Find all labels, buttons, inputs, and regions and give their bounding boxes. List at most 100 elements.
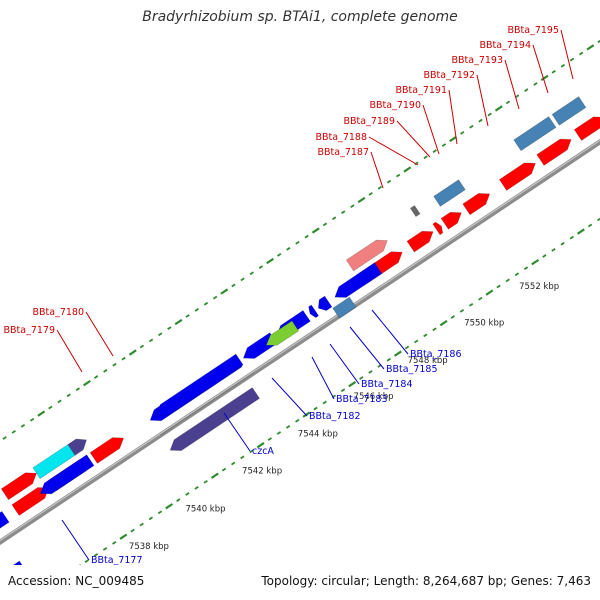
tick-mark-inner bbox=[340, 388, 346, 393]
tick-mark-inner bbox=[414, 339, 419, 344]
tick-mark-outer bbox=[368, 192, 373, 196]
tick-mark-outer bbox=[403, 166, 412, 173]
tick-mark-outer bbox=[469, 124, 474, 129]
tick-mark-inner bbox=[322, 400, 327, 405]
tick-mark-inner bbox=[468, 302, 474, 307]
tick-mark-outer bbox=[311, 227, 320, 234]
tick-mark-inner bbox=[295, 418, 300, 423]
tick-mark-outer bbox=[258, 265, 264, 269]
tick-mark-outer bbox=[449, 135, 458, 143]
tick-mark-inner bbox=[450, 315, 455, 319]
tick-mark-outer bbox=[586, 44, 595, 51]
leader-line bbox=[56, 329, 83, 373]
tick-mark-outer bbox=[139, 344, 145, 349]
tick-mark-inner bbox=[359, 376, 364, 380]
tick-mark-inner bbox=[597, 217, 600, 222]
scale-label: 7546 kbp bbox=[354, 392, 394, 402]
leader-line bbox=[370, 151, 384, 189]
genome-summary: Topology: circular; Length: 8,264,687 bp… bbox=[261, 574, 591, 588]
gene-bbta-7189-arrow bbox=[409, 205, 421, 218]
tick-mark-outer bbox=[212, 295, 218, 300]
tick-mark-inner bbox=[112, 540, 117, 545]
tick-mark-inner bbox=[485, 289, 494, 296]
reverse-gene-arrow bbox=[12, 560, 23, 565]
tick-mark-inner bbox=[157, 510, 163, 515]
leader-line bbox=[85, 311, 114, 357]
tick-mark-inner bbox=[194, 486, 199, 490]
forward-gene-arrow bbox=[0, 472, 37, 501]
tick-mark-inner bbox=[119, 533, 128, 540]
forward-gene-label: BBta_7193 bbox=[451, 55, 503, 66]
reverse-gene-label: BBta_7182 bbox=[309, 411, 361, 422]
scale-label: 7542 kbp bbox=[242, 467, 282, 477]
forward-gene-label: BBta_7195 bbox=[507, 25, 559, 36]
tick-mark-inner bbox=[93, 553, 99, 557]
reverse-gene-label: BBta_7177 bbox=[91, 555, 143, 566]
tick-mark-inner bbox=[139, 522, 144, 527]
tick-mark-outer bbox=[460, 130, 465, 135]
tick-mark-outer bbox=[487, 112, 492, 117]
reverse-gene-arrow bbox=[39, 454, 95, 495]
reverse-gene-arrow bbox=[334, 262, 383, 298]
tick-mark-outer bbox=[533, 82, 538, 86]
leader-line bbox=[329, 343, 360, 385]
leader-line bbox=[61, 519, 90, 561]
tick-mark-outer bbox=[194, 307, 199, 312]
tick-mark-outer bbox=[167, 326, 172, 331]
tick-mark-inner bbox=[313, 406, 318, 411]
genome-backbone bbox=[0, 138, 600, 546]
tick-mark-inner bbox=[39, 591, 42, 593]
tick-mark-inner bbox=[249, 449, 254, 454]
tick-mark-inner bbox=[514, 272, 520, 277]
gene-bbta-7194-arrow bbox=[513, 116, 557, 152]
tick-mark-outer bbox=[569, 57, 575, 62]
tick-mark-outer bbox=[540, 74, 549, 82]
tick-mark-outer bbox=[220, 288, 229, 295]
forward-gene-arrow bbox=[432, 221, 444, 236]
gene-bbta-7195-arrow bbox=[551, 96, 587, 126]
leader-line bbox=[368, 136, 419, 166]
tick-mark-outer bbox=[350, 204, 355, 208]
tick-mark-outer bbox=[103, 369, 108, 373]
forward-gene-arrow bbox=[462, 193, 491, 216]
forward-gene-arrow bbox=[573, 116, 600, 141]
tick-mark-outer bbox=[295, 240, 300, 245]
tick-mark-inner bbox=[285, 425, 291, 429]
tick-mark-outer bbox=[286, 246, 291, 251]
tick-mark-outer bbox=[386, 179, 392, 184]
gene-bbta-7187-arrow bbox=[345, 239, 388, 272]
tick-mark-inner bbox=[496, 284, 501, 289]
tick-mark-outer bbox=[505, 100, 511, 105]
tick-mark-inner bbox=[576, 228, 585, 235]
tick-mark-inner bbox=[203, 479, 208, 484]
forward-gene-arrow bbox=[498, 162, 536, 191]
tick-mark-outer bbox=[249, 271, 254, 276]
leader-line bbox=[560, 29, 574, 80]
forward-gene-arrow bbox=[440, 211, 462, 230]
tick-mark-inner bbox=[84, 559, 89, 564]
forward-gene-label: BBta_7194 bbox=[479, 40, 531, 51]
forward-gene-label: BBta_7190 bbox=[369, 100, 421, 111]
tick-mark-inner bbox=[551, 248, 556, 252]
backbone-highlight bbox=[0, 139, 600, 542]
reverse-gene-arrow bbox=[155, 353, 244, 416]
leader-line bbox=[271, 377, 308, 417]
tick-mark-inner bbox=[386, 357, 391, 362]
tick-mark-outer bbox=[395, 173, 401, 178]
tick-mark-outer bbox=[432, 149, 437, 154]
tick-mark-inner bbox=[210, 472, 219, 479]
tick-mark-outer bbox=[277, 253, 282, 257]
forward-gene-label: BBta_7179 bbox=[3, 325, 55, 336]
tick-mark-inner bbox=[185, 492, 190, 496]
forward-gene-arrow bbox=[406, 230, 434, 253]
tick-mark-outer bbox=[341, 210, 346, 215]
tick-mark-inner bbox=[505, 278, 510, 283]
reverse-gene-label: czcA bbox=[252, 446, 274, 457]
tick-mark-inner bbox=[267, 437, 272, 441]
tick-mark-outer bbox=[128, 349, 137, 356]
accession-label: Accession: NC_009485 bbox=[8, 574, 145, 588]
leader-line bbox=[476, 74, 489, 127]
tick-mark-inner bbox=[569, 235, 574, 240]
forward-gene-label: BBta_7188 bbox=[315, 132, 367, 143]
